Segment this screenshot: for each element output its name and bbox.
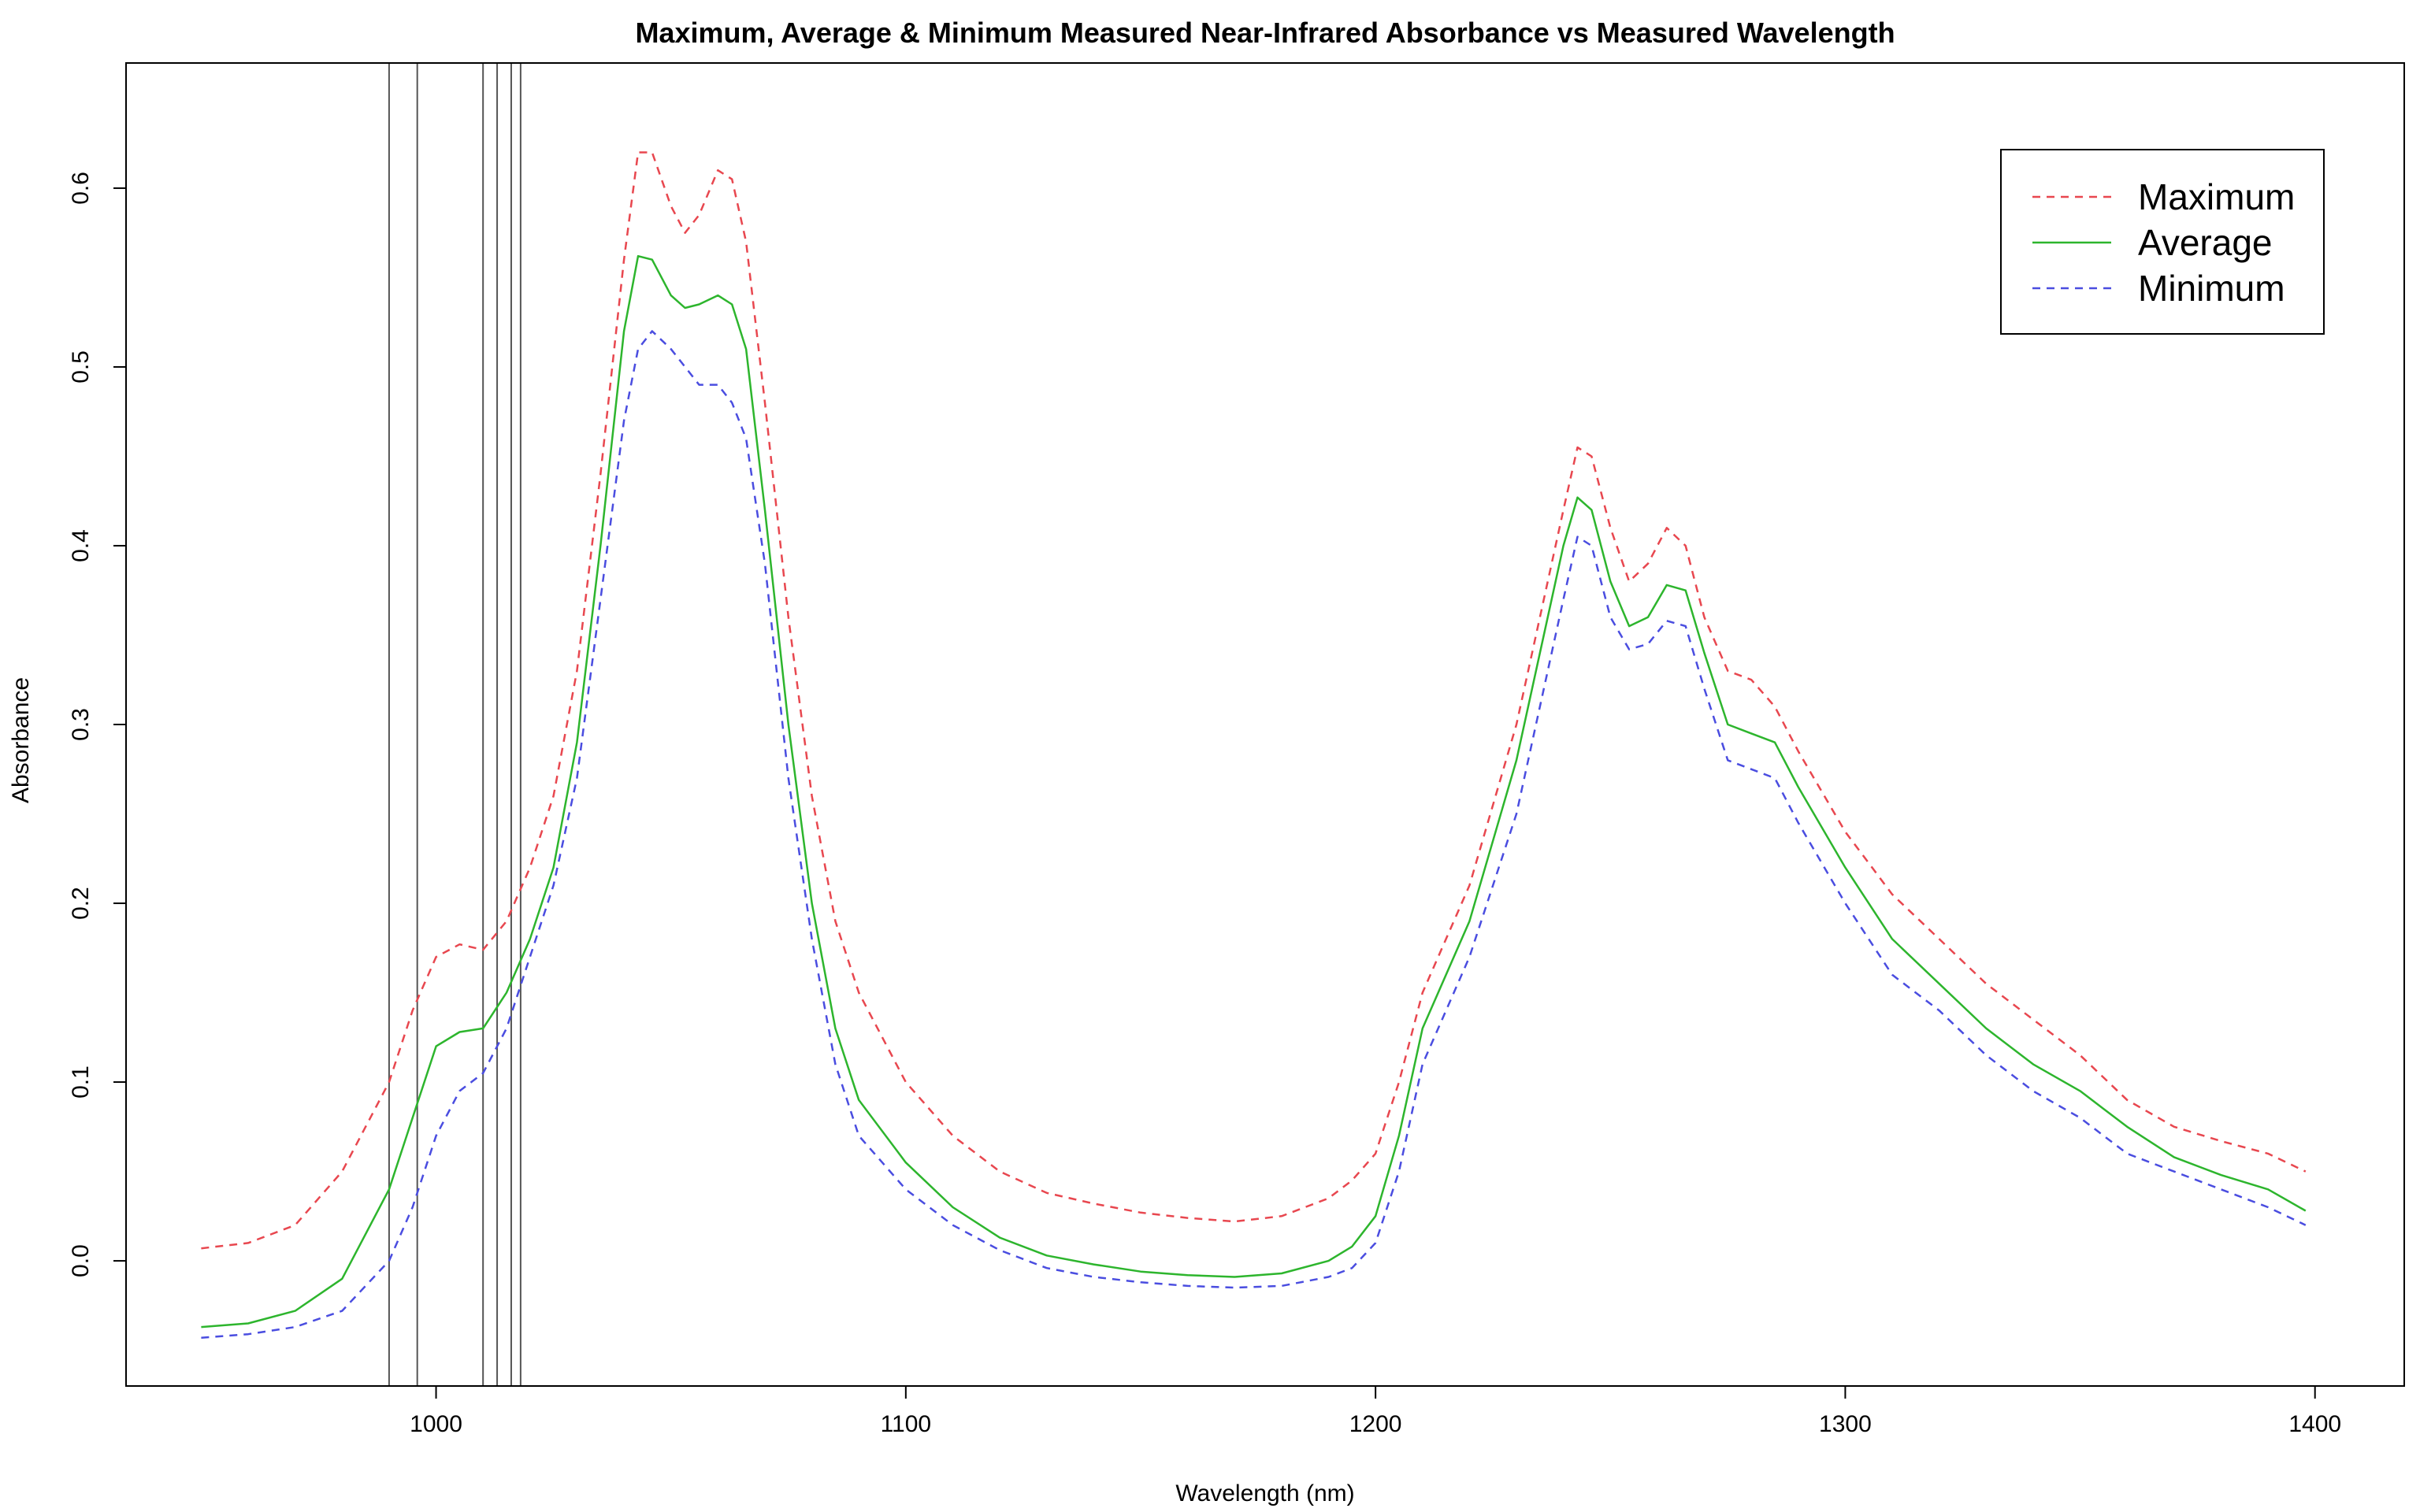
x-tick-label-1300: 1300 xyxy=(1819,1411,1872,1437)
y-tick-label-0.1: 0.1 xyxy=(68,1065,94,1099)
x-tick-label-1200: 1200 xyxy=(1349,1411,1402,1437)
y-tick-label-0.3: 0.3 xyxy=(68,708,94,741)
x-tick-label-1100: 1100 xyxy=(881,1411,932,1437)
x-tick-label-1000: 1000 xyxy=(410,1411,462,1437)
y-tick-label-0.2: 0.2 xyxy=(68,887,94,920)
legend-label-average: Average xyxy=(2138,222,2273,263)
vertical-marker-lines xyxy=(388,63,521,1386)
series-lines xyxy=(201,151,2307,1339)
series-line-minimum xyxy=(201,330,2307,1339)
x-tick-label-1400: 1400 xyxy=(2288,1411,2341,1437)
y-axis-label: Absorbance xyxy=(8,677,34,803)
y-tick-label-0.0: 0.0 xyxy=(68,1244,94,1277)
x-axis-label: Wavelength (nm) xyxy=(1175,1480,1354,1506)
chart-title: Maximum, Average & Minimum Measured Near… xyxy=(635,17,1895,49)
y-tick-label-0.6: 0.6 xyxy=(68,172,94,205)
x-axis: 1000 1100 1200 1300 1400 xyxy=(410,1385,2341,1437)
y-tick-label-0.5: 0.5 xyxy=(68,350,94,384)
legend: Maximum Average Minimum xyxy=(2000,149,2325,335)
y-tick-label-0.4: 0.4 xyxy=(68,529,94,562)
legend-label-maximum: Maximum xyxy=(2138,176,2295,217)
y-axis: 0.0 0.1 0.2 0.3 0.4 0.5 0.6 xyxy=(68,172,127,1277)
series-line-average xyxy=(201,254,2307,1329)
series-line-maximum xyxy=(201,151,2307,1250)
legend-label-minimum: Minimum xyxy=(2138,268,2285,309)
